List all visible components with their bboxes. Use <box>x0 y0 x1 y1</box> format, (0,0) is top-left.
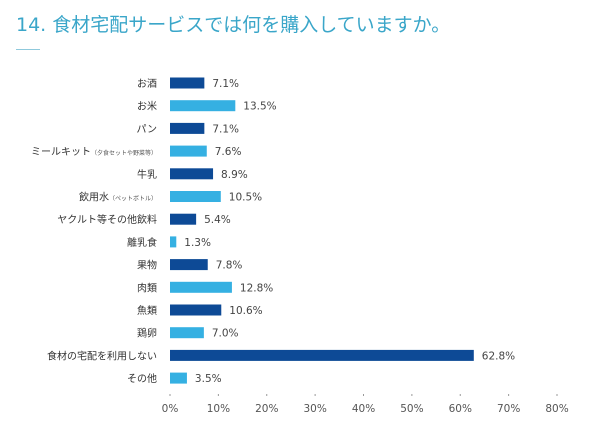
category-label: お米 <box>137 100 157 113</box>
category-label: 鶏卵 <box>137 327 157 340</box>
x-tick-label: 20% <box>255 403 278 415</box>
category-name: 牛乳 <box>137 168 157 181</box>
bar <box>170 100 236 112</box>
bar <box>170 281 232 293</box>
category-label: その他 <box>127 372 157 385</box>
category-label: お酒 <box>137 78 157 90</box>
value-label: 10.6% <box>229 305 262 317</box>
category-name: ミールキット <box>31 147 91 158</box>
value-label: 13.5% <box>243 101 276 113</box>
bar <box>170 77 205 89</box>
value-label: 8.9% <box>221 169 248 181</box>
category-label: 離乳食 <box>127 236 157 249</box>
category-name: 飲用水 <box>79 191 109 204</box>
category-label: 魚類 <box>137 304 157 317</box>
x-tick-label: 30% <box>303 403 326 415</box>
value-label: 7.1% <box>212 78 239 90</box>
bar <box>170 304 222 316</box>
category-label: パン <box>137 123 158 135</box>
value-label: 12.8% <box>240 282 273 294</box>
title-underline <box>16 49 40 50</box>
x-tick-label: 50% <box>400 403 423 415</box>
category-label: 食材の宅配を利用しない <box>47 349 157 362</box>
bar <box>170 122 205 134</box>
category-name: 果物 <box>137 259 157 272</box>
x-tick-label: 70% <box>497 403 520 415</box>
category-label: 飲用水（ペットボトル） <box>79 191 157 204</box>
category-name: 食材の宅配を利用しない <box>47 349 157 362</box>
x-tick-label: 60% <box>449 403 472 415</box>
category-name: お米 <box>137 100 157 113</box>
x-tick-label: 80% <box>545 403 568 415</box>
category-note: （ペットボトル） <box>109 195 157 203</box>
x-tick-label: 10% <box>207 403 230 415</box>
value-label: 1.3% <box>184 237 211 249</box>
category-name: 離乳食 <box>127 236 157 249</box>
x-tick-label: 40% <box>352 403 375 415</box>
chart-title: 14. 食材宅配サービスでは何を購入していますか。 <box>16 14 451 36</box>
bar <box>170 145 207 157</box>
category-note: （夕食セットや野菜等） <box>91 149 157 157</box>
category-label: 牛乳 <box>137 168 157 181</box>
value-label: 5.4% <box>204 214 231 226</box>
category-name: 鶏卵 <box>137 327 157 340</box>
x-tick-label: 0% <box>162 403 179 415</box>
bar <box>170 236 177 248</box>
category-label: ヤクルト等その他飲料 <box>57 213 157 226</box>
category-name: ヤクルト等その他飲料 <box>57 213 157 226</box>
category-name: 肉類 <box>137 281 157 294</box>
bar <box>170 213 197 225</box>
category-name: その他 <box>127 372 157 385</box>
category-name: お酒 <box>137 78 157 90</box>
value-label: 62.8% <box>482 350 515 362</box>
category-label: ミールキット（夕食セットや野菜等） <box>31 147 157 158</box>
value-label: 7.0% <box>212 328 239 340</box>
category-name: 魚類 <box>137 304 157 317</box>
bar <box>170 349 474 361</box>
bar <box>170 191 221 202</box>
bar <box>170 327 204 339</box>
value-label: 7.8% <box>216 260 243 272</box>
bar <box>170 259 208 271</box>
category-label: 肉類 <box>137 281 157 294</box>
value-label: 7.6% <box>215 146 242 158</box>
value-label: 3.5% <box>195 373 222 385</box>
category-name: パン <box>137 123 158 135</box>
bar <box>170 168 214 180</box>
value-label: 7.1% <box>212 123 239 135</box>
value-label: 10.5% <box>229 192 262 204</box>
category-label: 果物 <box>137 259 157 272</box>
bar <box>170 372 187 384</box>
